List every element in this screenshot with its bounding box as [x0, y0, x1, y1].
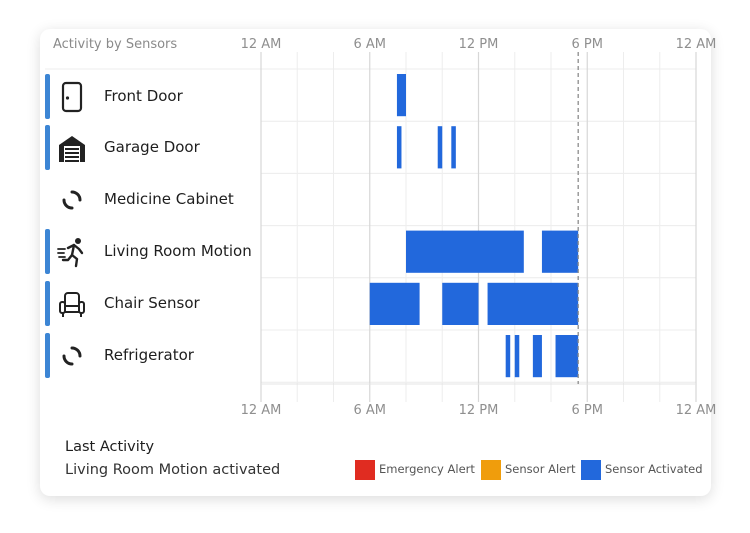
- x-axis-top-tick-label: 6 AM: [353, 37, 387, 52]
- x-axis-top-tick-label: 12 AM: [675, 37, 717, 52]
- chart-title: Activity by Sensors: [53, 37, 178, 52]
- x-axis-bottom-tick-label: 12 AM: [675, 403, 717, 418]
- x-axis-bottom-tick-label: 12 PM: [458, 403, 499, 418]
- sensor-row-garage-door[interactable]: Garage Door: [45, 125, 260, 170]
- x-axis-top-tick-label: 12 PM: [458, 37, 499, 52]
- x-axis-bottom-tick-label: 6 AM: [353, 403, 387, 418]
- legend-swatch: [581, 460, 601, 480]
- sensor-label: Medicine Cabinet: [104, 190, 234, 208]
- active-indicator: [45, 125, 50, 170]
- active-indicator: [45, 333, 50, 378]
- legend-swatch: [355, 460, 375, 480]
- sensor-row-front-door[interactable]: Front Door: [45, 74, 260, 119]
- sensor-row-living-room-motion[interactable]: Living Room Motion: [45, 229, 260, 274]
- active-indicator: [45, 281, 50, 326]
- active-indicator: [45, 74, 50, 119]
- legend-label: Sensor Activated: [605, 462, 703, 476]
- legend-label: Emergency Alert: [379, 462, 475, 476]
- sensor-label: Living Room Motion: [104, 242, 252, 260]
- activity-bar: [505, 335, 511, 378]
- last-activity-text: Living Room Motion activated: [65, 462, 281, 478]
- x-axis-bottom-tick-label: 6 PM: [571, 403, 603, 418]
- legend-label: Sensor Alert: [505, 462, 576, 476]
- door-icon: [61, 81, 83, 113]
- activity-bar: [406, 230, 524, 273]
- activity-bar: [369, 282, 420, 325]
- activity-bar: [514, 335, 520, 378]
- sensor-row-medicine-cabinet[interactable]: Medicine Cabinet: [45, 177, 260, 222]
- activity-bar: [532, 335, 542, 378]
- armchair-icon: [59, 292, 85, 317]
- last-activity-title: Last Activity: [65, 439, 155, 455]
- legend-swatch: [481, 460, 501, 480]
- activity-bar: [396, 74, 406, 117]
- sensor-row-chair-sensor[interactable]: Chair Sensor: [45, 281, 260, 326]
- activity-card: [40, 29, 711, 496]
- activity-bar: [396, 126, 402, 169]
- activity-bar: [442, 282, 479, 325]
- sensor-row-refrigerator[interactable]: Refrigerator: [45, 333, 260, 378]
- activity-bar: [487, 282, 579, 325]
- link-icon: [62, 190, 82, 210]
- link-icon: [62, 346, 82, 366]
- x-axis-top-tick-label: 6 PM: [571, 37, 603, 52]
- activity-bar: [437, 126, 443, 169]
- active-indicator: [45, 229, 50, 274]
- sensor-label: Refrigerator: [104, 346, 194, 364]
- activity-bar: [555, 335, 579, 378]
- x-axis-bottom-tick-label: 12 AM: [240, 403, 282, 418]
- sensor-label: Chair Sensor: [104, 294, 200, 312]
- sensor-label: Garage Door: [104, 138, 200, 156]
- garage-icon: [59, 136, 85, 162]
- running-person-icon: [57, 238, 84, 268]
- x-axis-top-tick-label: 12 AM: [240, 37, 282, 52]
- activity-bar: [451, 126, 456, 169]
- sensor-label: Front Door: [104, 87, 183, 105]
- activity-bar: [541, 230, 579, 273]
